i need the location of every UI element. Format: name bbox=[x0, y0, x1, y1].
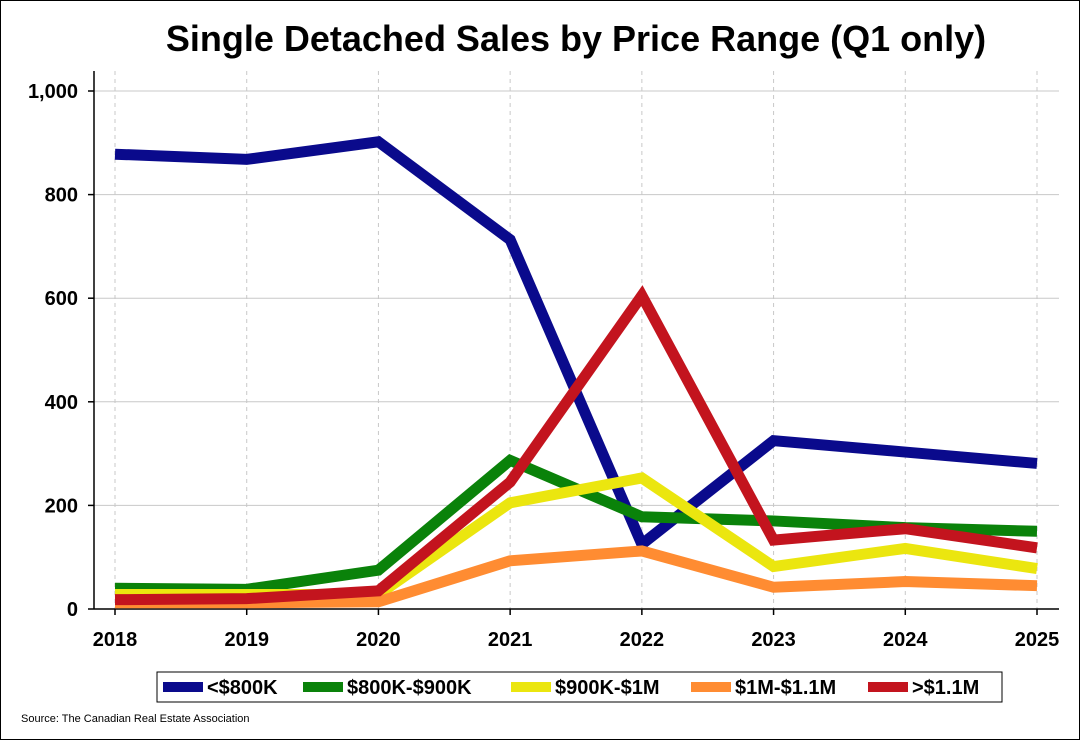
y-tick-label: 600 bbox=[45, 288, 78, 310]
source-note: Source: The Canadian Real Estate Associa… bbox=[21, 713, 250, 725]
legend-label-4: >$1.1M bbox=[912, 677, 979, 699]
x-tick-label: 2021 bbox=[488, 629, 533, 651]
x-tick-label: 2019 bbox=[224, 629, 269, 651]
legend-box bbox=[156, 671, 1003, 703]
axes: 0 200 400 600 800 1,000 2018 2019 2020 2021 2022 20… bbox=[28, 71, 1059, 651]
y-tick-label: 800 bbox=[45, 185, 78, 207]
x-tick-label: 2022 bbox=[620, 629, 665, 651]
series-line-4 bbox=[114, 285, 1038, 606]
y-tick-label: 400 bbox=[45, 392, 78, 414]
legend-label-3: $1M-$1.1M bbox=[735, 677, 836, 699]
y-tick-label: 1,000 bbox=[28, 81, 78, 103]
x-tick-label: 2020 bbox=[356, 629, 401, 651]
legend: <$800K $800K-$900K $900K-$1M $1M-$1.1M >$1.1… bbox=[156, 671, 1003, 703]
legend-label-0: <$800K bbox=[207, 677, 278, 699]
legend-label-2: $900K-$1M bbox=[555, 677, 660, 699]
gridlines bbox=[94, 71, 1059, 609]
x-tick-label: 2018 bbox=[93, 629, 138, 651]
chart-title: Single Detached Sales by Price Range (Q1… bbox=[166, 18, 986, 59]
x-tick-label: 2025 bbox=[1015, 629, 1060, 651]
legend-label-1: $800K-$900K bbox=[347, 677, 472, 699]
series-lines bbox=[114, 136, 1038, 609]
y-tick-label: 200 bbox=[45, 495, 78, 517]
x-tick-label: 2024 bbox=[883, 629, 928, 651]
y-tick-label: 0 bbox=[67, 599, 78, 621]
x-tick-label: 2023 bbox=[751, 629, 796, 651]
